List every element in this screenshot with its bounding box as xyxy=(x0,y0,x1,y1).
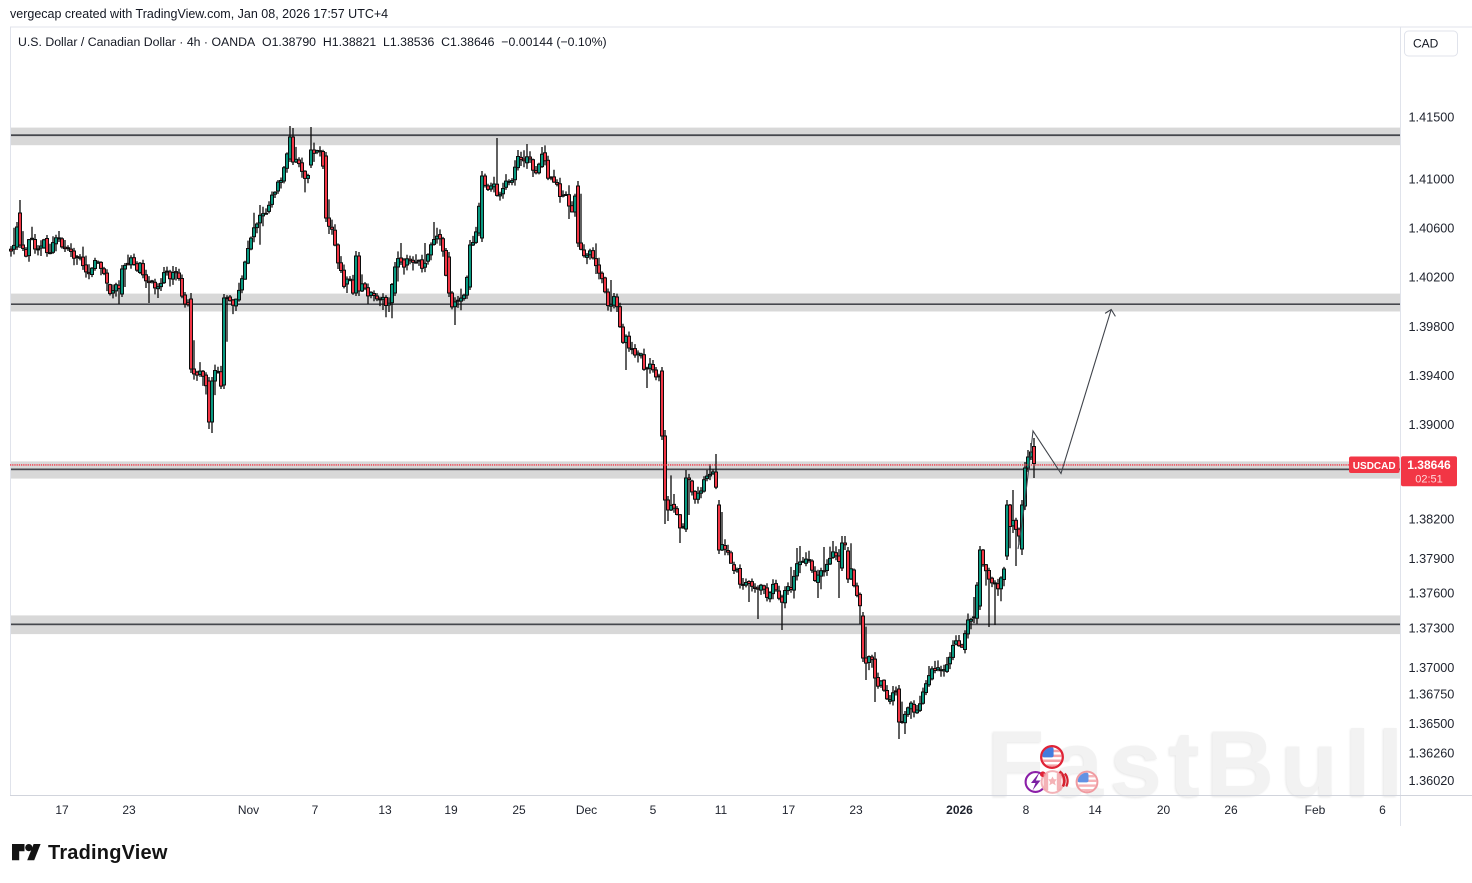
svg-text:1.39800: 1.39800 xyxy=(1409,320,1455,334)
svg-text:20: 20 xyxy=(1157,803,1171,817)
svg-text:1.37900: 1.37900 xyxy=(1409,552,1455,566)
svg-text:1.40600: 1.40600 xyxy=(1409,222,1455,236)
svg-text:25: 25 xyxy=(512,803,526,817)
svg-text:1.36500: 1.36500 xyxy=(1409,717,1455,731)
svg-text:1.36750: 1.36750 xyxy=(1409,687,1455,701)
svg-text:vergecap created with TradingV: vergecap created with TradingView.com, J… xyxy=(10,7,388,21)
svg-text:1.39400: 1.39400 xyxy=(1409,369,1455,383)
svg-text:14: 14 xyxy=(1088,803,1102,817)
svg-text:1.37300: 1.37300 xyxy=(1409,622,1455,636)
svg-text:1.38200: 1.38200 xyxy=(1409,513,1455,527)
svg-text:26: 26 xyxy=(1224,803,1238,817)
svg-text:8: 8 xyxy=(1023,803,1030,817)
svg-text:1.38646: 1.38646 xyxy=(1407,458,1451,472)
svg-text:17: 17 xyxy=(782,803,796,817)
svg-text:1.36260: 1.36260 xyxy=(1409,746,1455,760)
svg-text:7: 7 xyxy=(312,803,319,817)
svg-text:1.39000: 1.39000 xyxy=(1409,418,1455,432)
svg-text:2026: 2026 xyxy=(946,803,973,817)
svg-text:23: 23 xyxy=(849,803,863,817)
svg-text:Feb: Feb xyxy=(1305,803,1326,817)
svg-text:USDCAD: USDCAD xyxy=(1353,461,1396,472)
svg-text:TradingView: TradingView xyxy=(48,842,168,864)
svg-text:23: 23 xyxy=(122,803,136,817)
svg-text:19: 19 xyxy=(444,803,458,817)
svg-text:U.S. Dollar / Canadian Dollar: U.S. Dollar / Canadian Dollar · 4h · OAN… xyxy=(18,35,607,49)
svg-text:CAD: CAD xyxy=(1413,37,1439,51)
svg-text:13: 13 xyxy=(378,803,392,817)
svg-text:6: 6 xyxy=(1379,803,1386,817)
svg-text:Nov: Nov xyxy=(238,803,259,817)
svg-text:02:51: 02:51 xyxy=(1415,474,1443,486)
svg-text:5: 5 xyxy=(650,803,657,817)
svg-text:1.37000: 1.37000 xyxy=(1409,661,1455,675)
svg-text:17: 17 xyxy=(55,803,69,817)
svg-text:Dec: Dec xyxy=(576,803,597,817)
svg-text:1.37600: 1.37600 xyxy=(1409,586,1455,600)
svg-text:1.36020: 1.36020 xyxy=(1409,774,1455,788)
svg-text:11: 11 xyxy=(715,803,728,817)
svg-text:1.40200: 1.40200 xyxy=(1409,271,1455,285)
svg-text:1.41000: 1.41000 xyxy=(1409,173,1455,187)
svg-text:1.41500: 1.41500 xyxy=(1409,111,1455,125)
